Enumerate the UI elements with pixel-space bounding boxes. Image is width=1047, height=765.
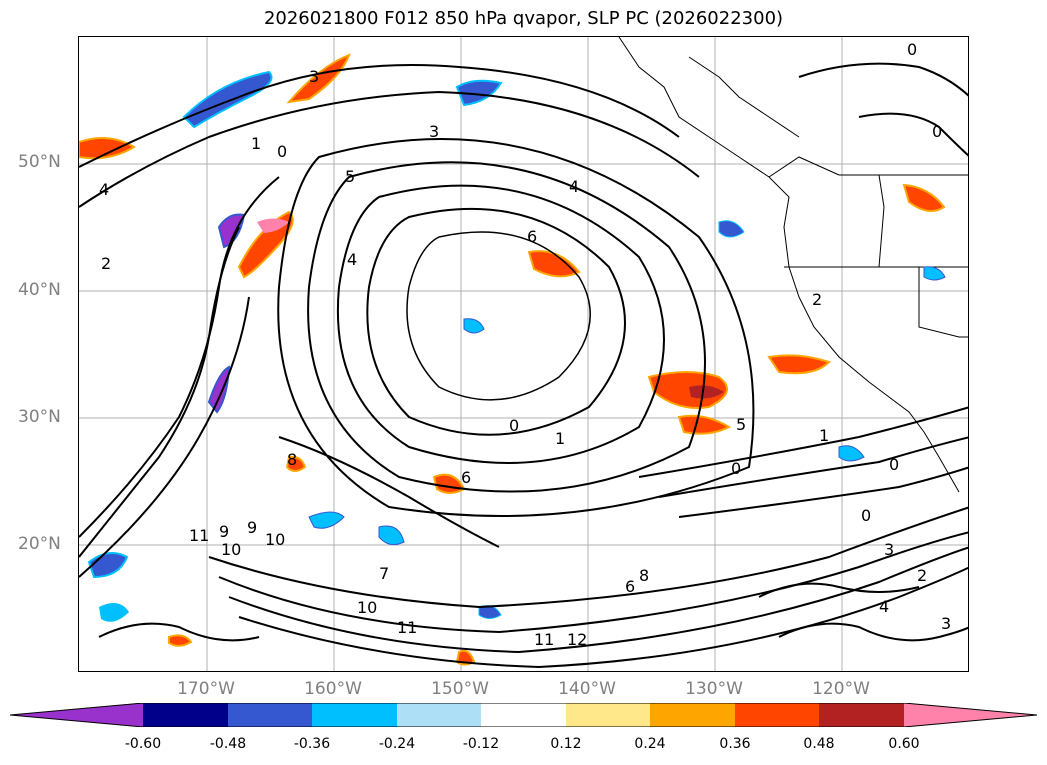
contour-label: 2	[812, 290, 822, 309]
contour-label: 11	[397, 618, 417, 637]
colorbar-tick: -0.60	[124, 736, 162, 752]
map-canvas: 3 1 0 4 2 5 6 4 3 0 1 5 0 8 6 9 10 11 7 …	[79, 37, 968, 671]
colorbar-tick: 0.48	[803, 736, 835, 752]
colorbar-extend-max	[904, 703, 1037, 727]
contour-label: 2	[917, 566, 927, 585]
contour-label: 0	[731, 459, 741, 478]
contour-label: 3	[309, 67, 319, 86]
colorbar-segment	[143, 703, 228, 727]
colorbar-tick: -0.12	[462, 736, 500, 752]
lon-label-130w: 130°W	[685, 679, 743, 699]
colorbar-tick: -0.36	[293, 736, 331, 752]
colorbar-tick: -0.24	[378, 736, 416, 752]
contour-label: 4	[879, 597, 889, 616]
contour-label: 8	[639, 566, 649, 585]
contour-label: 0	[889, 455, 899, 474]
colorbar-tick: 0.60	[888, 736, 920, 752]
colorbar-tick: 0.36	[719, 736, 751, 752]
contour-label: 11	[189, 526, 209, 545]
contour-label: 4	[569, 177, 579, 196]
lat-label-20n: 20°N	[18, 534, 61, 554]
graticule	[79, 37, 968, 671]
colorbar-segment	[397, 703, 481, 727]
contour-label: 1	[819, 426, 829, 445]
colorbar	[10, 703, 1037, 727]
lon-label-150w: 150°W	[431, 679, 489, 699]
contour-label: 4	[347, 250, 357, 269]
colorbar-segment	[650, 703, 735, 727]
contour-label: 1	[555, 429, 565, 448]
contour-label: 0	[932, 122, 942, 141]
lat-label-50n: 50°N	[18, 152, 61, 172]
colorbar-segment	[735, 703, 819, 727]
colorbar-segment	[566, 703, 650, 727]
map-title: 2026021800 F012 850 hPa qvapor, SLP PC (…	[263, 8, 784, 29]
lat-label-30n: 30°N	[18, 407, 61, 427]
contour-label: 6	[527, 227, 537, 246]
contour-label: 8	[287, 450, 297, 469]
contour-label: 6	[625, 577, 635, 596]
contour-label: 0	[277, 142, 287, 161]
contour-label: 2	[101, 254, 111, 273]
contour-label: 6	[461, 468, 471, 487]
lon-label-120w: 120°W	[812, 679, 870, 699]
contour-label: 0	[509, 416, 519, 435]
colorbar-segment	[481, 703, 566, 727]
contour-label: 5	[736, 415, 746, 434]
lat-label-40n: 40°N	[18, 280, 61, 300]
contour-label: 9	[219, 522, 229, 541]
contour-label: 9	[247, 518, 257, 537]
contour-label: 7	[379, 564, 389, 583]
contour-label: 12	[567, 630, 587, 649]
contour-labels: 3 1 0 4 2 5 6 4 3 0 1 5 0 8 6 9 10 11 7 …	[99, 40, 951, 649]
contour-label: 10	[357, 598, 377, 617]
colorbar-tick: 0.24	[634, 736, 666, 752]
contour-label: 3	[884, 540, 894, 559]
lon-label-140w: 140°W	[558, 679, 616, 699]
colorbar-tick: -0.48	[209, 736, 247, 752]
contour-label: 11	[534, 630, 554, 649]
slp-contours	[79, 62, 968, 669]
contour-label: 10	[265, 530, 285, 549]
colorbar-segment	[819, 703, 904, 727]
colorbar-segment	[312, 703, 397, 727]
colorbar-extend-min	[10, 703, 143, 727]
contour-label: 5	[345, 167, 355, 186]
contour-label: 4	[99, 180, 109, 199]
contour-label: 0	[907, 40, 917, 59]
contour-label: 0	[861, 506, 871, 525]
coastline	[618, 37, 968, 493]
contour-label: 10	[221, 540, 241, 559]
contour-label: 1	[251, 134, 261, 153]
colorbar-tick: 0.12	[550, 736, 582, 752]
contour-label: 3	[429, 122, 439, 141]
lon-label-160w: 160°W	[304, 679, 362, 699]
contour-label: 3	[941, 614, 951, 633]
map-panel[interactable]: 3 1 0 4 2 5 6 4 3 0 1 5 0 8 6 9 10 11 7 …	[78, 36, 969, 672]
lon-label-170w: 170°W	[177, 679, 235, 699]
colorbar-segment	[228, 703, 312, 727]
